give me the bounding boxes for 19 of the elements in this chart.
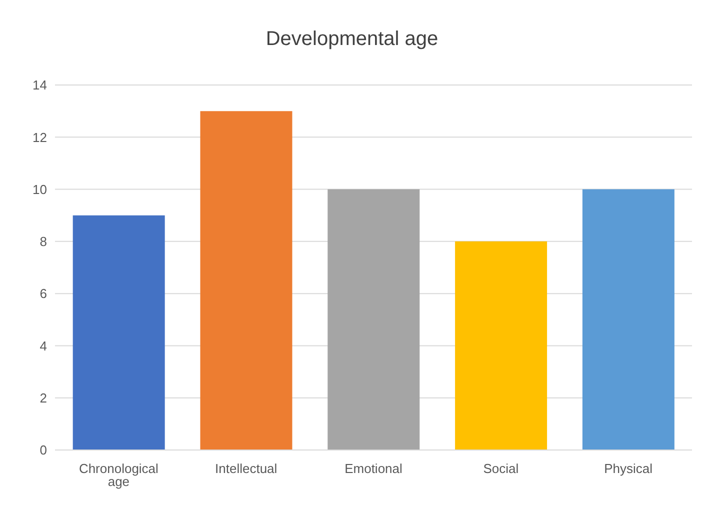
y-tick-label: 0	[40, 442, 47, 458]
bar	[72, 215, 165, 450]
y-tick-label: 2	[40, 390, 47, 406]
y-tick-label: 8	[40, 234, 47, 250]
x-tick-label: Chronological age	[78, 461, 159, 490]
x-tick-label: Intellectual	[215, 461, 278, 476]
chart-title: Developmental age	[264, 28, 440, 51]
bar	[455, 241, 548, 450]
bar	[328, 189, 420, 450]
y-tick-label: 12	[32, 130, 47, 145]
y-tick-label: 10	[32, 182, 47, 197]
bar	[582, 189, 674, 450]
y-tick-label: 4	[40, 338, 47, 354]
y-tick-label: 6	[40, 286, 47, 302]
x-tick-label: Emotional	[344, 461, 403, 476]
x-tick-label: Physical	[604, 461, 653, 476]
x-tick-label: Social	[483, 461, 519, 476]
bar	[200, 111, 292, 450]
y-tick-label: 14	[32, 78, 47, 93]
